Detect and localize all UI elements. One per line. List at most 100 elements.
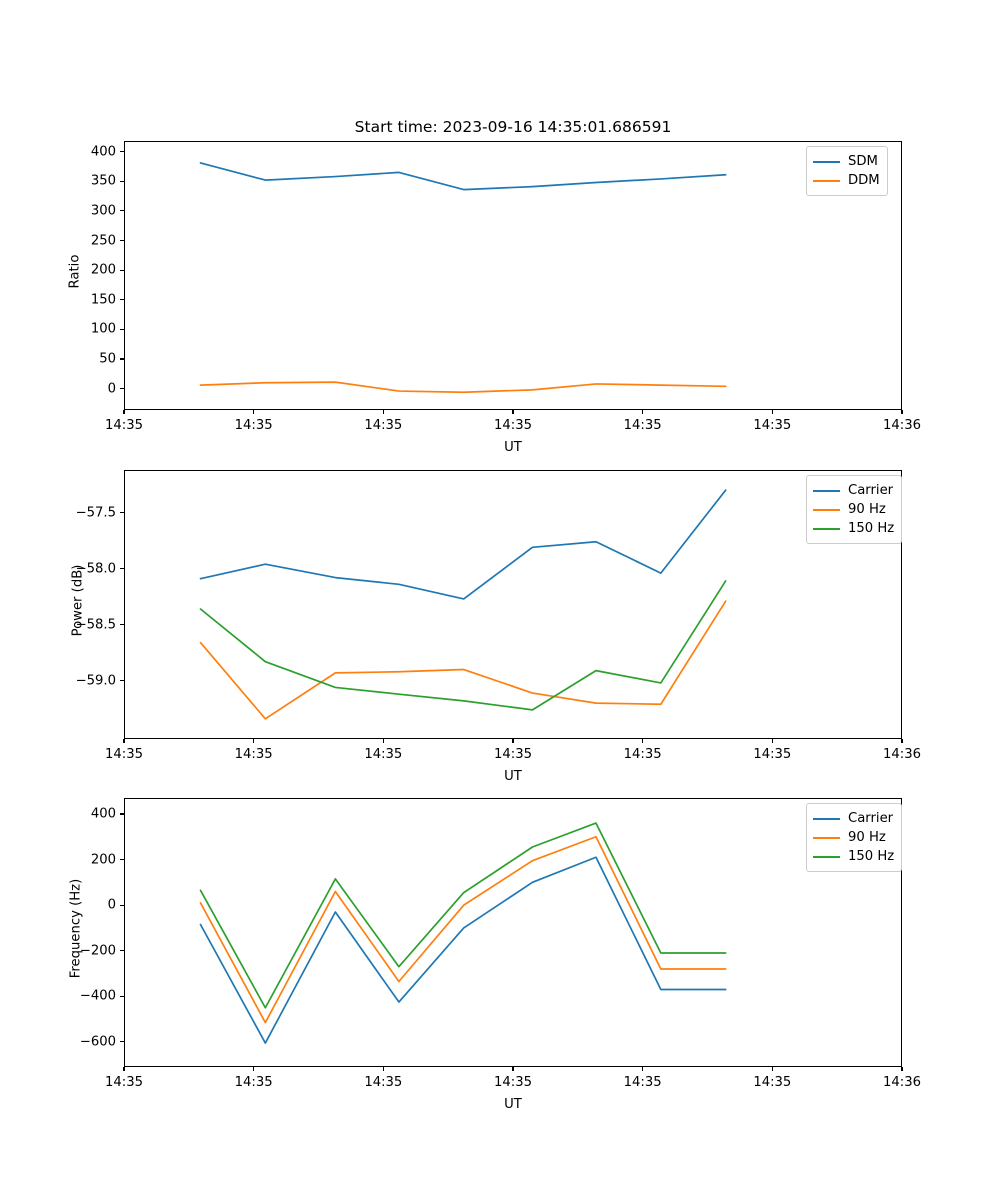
legend-item-90-hz[interactable]: 90 Hz [813, 500, 894, 519]
x-tick-mark [901, 1067, 903, 1071]
ratio-y-axis-label: Ratio [67, 254, 83, 289]
x-tick-label: 14:35 [104, 1075, 144, 1090]
y-tick-label: 0 [107, 897, 116, 913]
legend-color-swatch [813, 179, 840, 182]
x-tick-mark [123, 1067, 125, 1071]
y-tick-label: −58.0 [75, 561, 116, 577]
y-tick-label: 0 [107, 381, 116, 397]
legend-item-label: 90 Hz [848, 501, 886, 517]
y-tick-label: −59.0 [75, 673, 116, 689]
x-tick-mark [382, 410, 384, 414]
legend-item-carrier[interactable]: Carrier [813, 481, 894, 500]
y-tick-mark [120, 269, 124, 271]
x-tick-label: 14:35 [104, 418, 144, 433]
ratio-plot-lines [199, 162, 727, 394]
x-tick-label: 14:36 [882, 418, 922, 433]
x-tick-label: 14:35 [753, 1075, 792, 1090]
legend-item-label: DDM [848, 172, 880, 188]
y-tick-mark [120, 624, 124, 626]
x-tick-mark [253, 410, 255, 414]
x-tick-mark [123, 739, 125, 743]
x-tick-label: 14:35 [493, 1075, 533, 1090]
legend-item-150-hz[interactable]: 150 Hz [813, 519, 894, 538]
legend-color-swatch [813, 817, 840, 820]
series-line-150-hz [199, 822, 727, 1009]
x-tick-label: 14:35 [753, 747, 792, 762]
legend-item-ddm[interactable]: DDM [813, 171, 880, 190]
axes-frame [124, 141, 902, 410]
y-tick-label: 100 [90, 321, 116, 337]
x-tick-label: 14:35 [104, 747, 144, 762]
legend-color-swatch [813, 527, 840, 530]
series-line-150-hz [199, 580, 727, 711]
y-tick-label: 200 [90, 852, 116, 868]
y-tick-mark [120, 568, 124, 570]
y-tick-mark [120, 358, 124, 360]
legend-color-swatch [813, 508, 840, 511]
frequency-x-axis-label: UT [504, 1097, 522, 1112]
legend-color-swatch [813, 855, 840, 858]
x-tick-mark [512, 410, 514, 414]
y-tick-label: 400 [90, 144, 116, 160]
y-tick-mark [120, 151, 124, 153]
y-tick-mark [120, 904, 124, 906]
legend-color-swatch [813, 836, 840, 839]
y-tick-label: −600 [79, 1034, 116, 1050]
frequency-panel [124, 798, 902, 1067]
x-tick-mark [253, 1067, 255, 1071]
legend-color-swatch [813, 489, 840, 492]
y-tick-label: 50 [99, 351, 116, 367]
y-tick-mark [120, 180, 124, 182]
x-tick-label: 14:35 [623, 747, 662, 762]
legend-item-90-hz[interactable]: 90 Hz [813, 828, 894, 847]
y-tick-label: 150 [90, 292, 116, 308]
power-x-axis-label: UT [504, 769, 522, 784]
legend-item-label: Carrier [848, 482, 894, 498]
x-tick-label: 14:35 [623, 418, 662, 433]
legend-item-carrier[interactable]: Carrier [813, 809, 894, 828]
y-tick-mark [120, 680, 124, 682]
x-tick-label: 14:36 [882, 747, 922, 762]
frequency-plot-lines [199, 822, 727, 1044]
power-legend: Carrier 90 Hz 150 Hz [806, 475, 903, 544]
x-tick-label: 14:35 [234, 1075, 273, 1090]
power-y-axis-label: Power (dB) [70, 564, 86, 637]
y-tick-mark [120, 950, 124, 952]
x-tick-mark [901, 739, 903, 743]
x-tick-label: 14:36 [882, 1075, 922, 1090]
x-tick-mark [771, 1067, 773, 1071]
page-title: Start time: 2023-09-16 14:35:01.686591 [354, 118, 672, 136]
x-tick-label: 14:35 [753, 418, 792, 433]
y-tick-label: 400 [90, 806, 116, 822]
y-tick-mark [120, 210, 124, 212]
legend-item-label: 150 Hz [848, 520, 895, 536]
y-tick-mark [120, 512, 124, 514]
frequency-y-axis-label: Frequency (Hz) [68, 878, 84, 979]
ratio-x-axis-label: UT [504, 440, 522, 455]
x-tick-mark [382, 739, 384, 743]
y-tick-label: −400 [79, 988, 116, 1004]
legend-item-sdm[interactable]: SDM [813, 152, 880, 171]
legend-item-label: SDM [848, 153, 878, 169]
frequency-legend: Carrier 90 Hz 150 Hz [806, 803, 903, 872]
series-line-90-hz [199, 600, 727, 720]
x-tick-mark [512, 739, 514, 743]
y-tick-label: −57.5 [75, 505, 116, 521]
axes-frame [124, 470, 902, 739]
y-tick-mark [120, 813, 124, 815]
y-tick-mark [120, 1041, 124, 1043]
y-tick-label: −200 [79, 943, 116, 959]
series-line-carrier [199, 856, 727, 1044]
x-tick-label: 14:35 [234, 418, 273, 433]
series-line-ddm [199, 381, 727, 394]
x-tick-label: 14:35 [234, 747, 273, 762]
x-tick-mark [382, 1067, 384, 1071]
legend-item-label: 150 Hz [848, 848, 895, 864]
legend-color-swatch [813, 160, 840, 163]
y-tick-label: 200 [90, 262, 116, 278]
ratio-legend: SDM DDM [806, 146, 888, 196]
series-line-carrier [199, 489, 727, 600]
legend-item-150-hz[interactable]: 150 Hz [813, 847, 894, 866]
x-tick-label: 14:35 [493, 418, 533, 433]
